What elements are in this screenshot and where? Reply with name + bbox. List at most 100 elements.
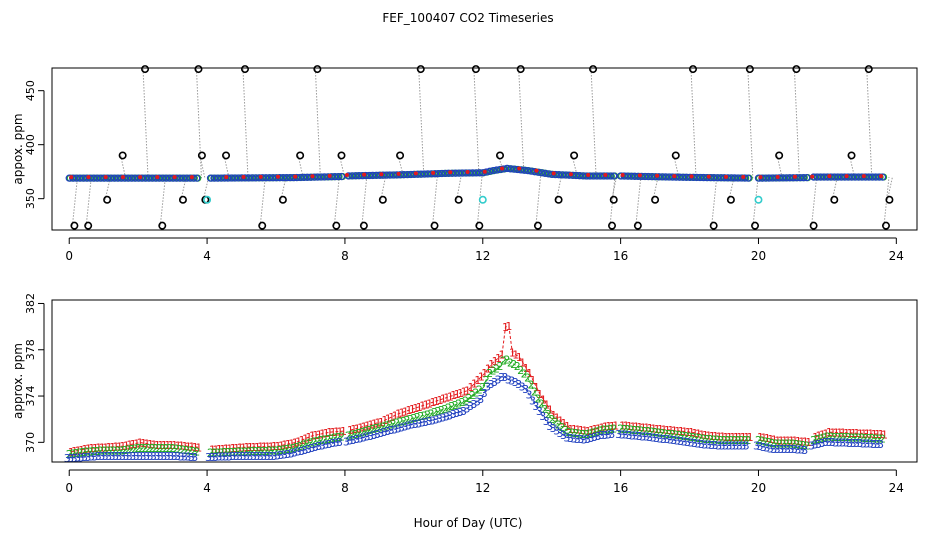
baseline-point-3 [234,174,242,182]
series-3-marker: 3 [570,432,577,445]
baseline-point-3 [854,173,863,181]
series-2-line [813,435,883,441]
series-2-marker: 2 [266,445,273,458]
series-3-marker: 3 [236,450,243,463]
baseline-point-3 [317,173,325,181]
outlier-ring [864,65,873,74]
series-1-marker: 1 [736,431,743,444]
guide-line [711,177,718,226]
series-1-marker: 1 [271,440,278,453]
baseline-point-1 [327,173,332,178]
outlier-ring [475,221,484,230]
series-2-marker: 2 [565,426,572,439]
series-2-marker: 2 [514,360,521,373]
series-2-marker: 2 [293,441,300,454]
series-3-marker: 3 [639,430,646,443]
series-3-marker: 3 [439,411,446,424]
series-1-marker: 1 [664,424,671,437]
baseline-point-3 [579,172,587,180]
series-2-marker: 2 [159,442,166,455]
guide-line [473,69,480,173]
baseline-point-3 [244,174,253,182]
series-1-marker: 1 [499,349,506,362]
series-3-marker: 3 [808,439,815,452]
series-1-marker: 1 [705,430,712,443]
series-3-marker: 3 [870,438,877,451]
series-3-marker: 3 [140,450,147,463]
series-1-marker: 1 [488,358,495,371]
outlier-ring [830,195,839,204]
series-2-marker: 2 [417,410,424,423]
guide-line [866,69,873,178]
series-2-marker: 2 [331,432,338,445]
series-3-line [346,376,612,442]
series-3-marker: 3 [829,436,836,449]
baseline-point-3 [665,173,673,181]
series-3-marker: 3 [519,380,526,393]
series-2-marker: 2 [817,432,824,445]
series-3-marker: 3 [843,437,850,450]
series-1-marker: 1 [643,422,650,435]
series-1-marker: 1 [233,442,240,455]
series-3-marker: 3 [698,438,705,451]
series-2-marker: 2 [727,434,734,447]
series-3-marker: 3 [736,439,743,452]
series-1-marker: 1 [878,428,885,441]
series-2-marker: 2 [107,444,114,457]
series-2-marker: 2 [166,442,173,455]
series-3-marker: 3 [305,443,312,456]
baseline-point-3 [355,172,363,180]
baseline-point-3 [110,174,118,182]
baseline-point-3 [734,174,742,182]
series-3-line [811,441,881,446]
series-1-marker: 1 [567,423,574,436]
baseline-point-1 [844,174,849,179]
series-1-marker: 1 [426,397,433,410]
series-3-marker: 3 [277,449,284,462]
series-1-marker: 1 [95,442,102,455]
baseline-point-3 [682,173,690,181]
series-2-marker: 2 [231,446,238,459]
series-2-marker: 2 [176,443,183,456]
baseline-point-1 [637,173,642,178]
series-3-marker: 3 [205,451,212,464]
outlier-ring [709,221,718,230]
series-3-marker: 3 [426,415,433,428]
baseline-point-3 [679,173,687,181]
baseline-point-3 [796,174,804,182]
series-1-marker: 1 [819,429,826,442]
baseline-point-3 [710,174,718,182]
series-3-marker: 3 [312,441,319,454]
series-1-marker: 1 [805,436,812,449]
top-x-tick-label: 8 [341,249,349,263]
series-2-marker: 2 [662,427,669,440]
series-2-marker: 2 [838,431,845,444]
top-data-layer [65,65,894,230]
series-3-marker: 3 [715,439,722,452]
outlier-ring [118,151,127,160]
outlier-ring [745,65,754,74]
series-3-marker: 3 [446,409,453,422]
baseline-point-1 [396,171,401,176]
series-1-marker: 1 [512,349,519,362]
series-2-marker: 2 [500,355,507,368]
baseline-point-1 [827,174,832,179]
series-3-marker: 3 [160,450,167,463]
baseline-point-3 [468,169,477,177]
baseline-point-1 [465,170,470,175]
series-3-marker: 3 [171,450,178,463]
series-3-marker: 3 [608,428,615,441]
series-1-marker: 1 [636,421,643,434]
baseline-point-1 [620,173,625,177]
series-2-marker: 2 [634,424,641,437]
guide-line [361,175,368,226]
series-2-marker: 2 [421,409,428,422]
series-2-marker: 2 [214,446,221,459]
baseline-point-3 [403,170,411,179]
series-3-marker: 3 [615,428,622,441]
series-1-marker: 1 [619,419,626,432]
outlier-ring [278,195,287,204]
series-3-marker: 3 [333,437,340,450]
series-2-marker: 2 [479,381,486,394]
baseline-point-1 [155,175,160,180]
